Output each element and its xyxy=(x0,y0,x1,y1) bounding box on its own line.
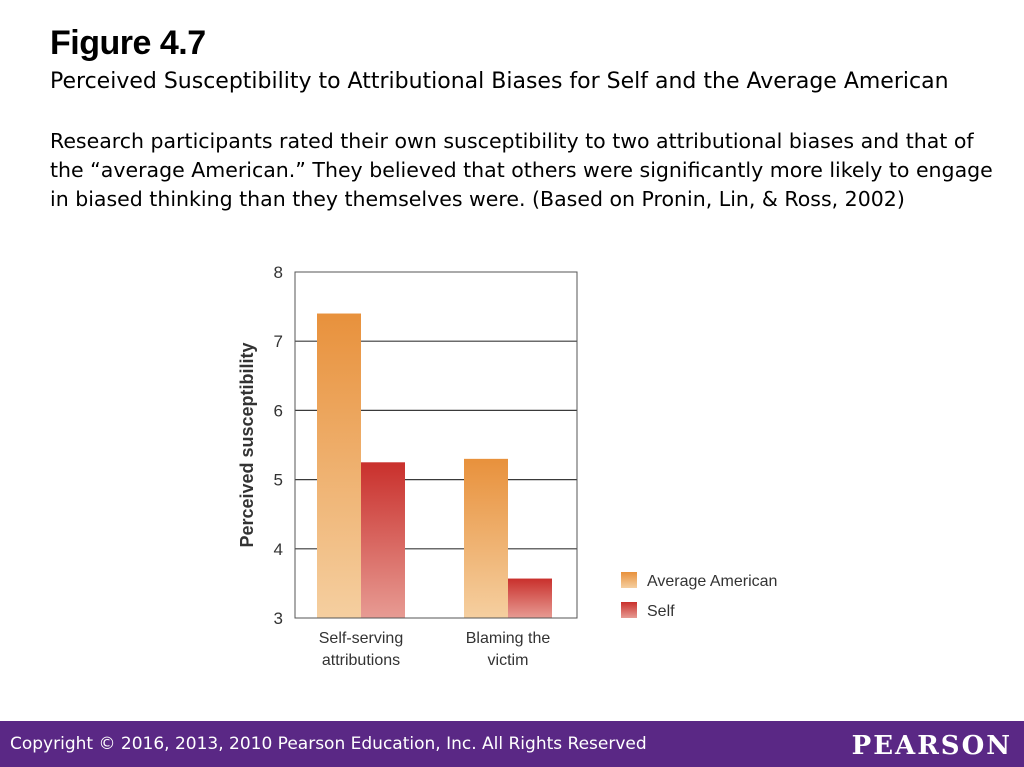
footer-bar: Copyright © 2016, 2013, 2010 Pearson Edu… xyxy=(0,721,1024,767)
legend-swatch-2 xyxy=(621,602,637,618)
bar-2-2 xyxy=(508,578,552,618)
plot-frame xyxy=(294,271,578,619)
legend-label-2: Self xyxy=(647,603,675,620)
x-category-label-line: Blaming the xyxy=(466,630,551,647)
y-tick-label-6: 6 xyxy=(274,401,283,420)
x-category-label-line: victim xyxy=(488,652,529,669)
x-category-label-line: attributions xyxy=(322,652,400,669)
bar-2-1 xyxy=(464,458,508,618)
legend-label-1: Average American xyxy=(647,573,777,590)
x-category-label-2: Blaming the victim xyxy=(466,630,551,669)
y-axis-label: Perceived susceptibility xyxy=(237,342,257,547)
bar-1-1 xyxy=(317,313,361,618)
figure-subtitle: Perceived Susceptibility to Attributiona… xyxy=(50,69,949,94)
y-tick-label-8: 8 xyxy=(274,263,283,282)
bar-chart: 3 4 5 6 7 8 Self-serving attributions Blaming t… xyxy=(237,263,777,669)
y-tick-label-7: 7 xyxy=(274,332,283,351)
bar-1-2 xyxy=(361,462,405,618)
x-category-label-line: Self-serving xyxy=(319,630,403,647)
y-tick-label-4: 4 xyxy=(274,540,283,559)
y-tick-label-3: 3 xyxy=(274,609,283,628)
y-tick-label-5: 5 xyxy=(274,471,283,490)
x-category-label-1: Self-serving attributions xyxy=(319,630,403,669)
figure-title: Figure 4.7 xyxy=(50,24,206,62)
pearson-logo: PEARSON xyxy=(851,731,1012,761)
legend-swatch-1 xyxy=(621,572,637,588)
copyright-text: Copyright © 2016, 2013, 2010 Pearson Edu… xyxy=(10,734,647,754)
figure-caption: Research participants rated their own su… xyxy=(50,129,993,211)
